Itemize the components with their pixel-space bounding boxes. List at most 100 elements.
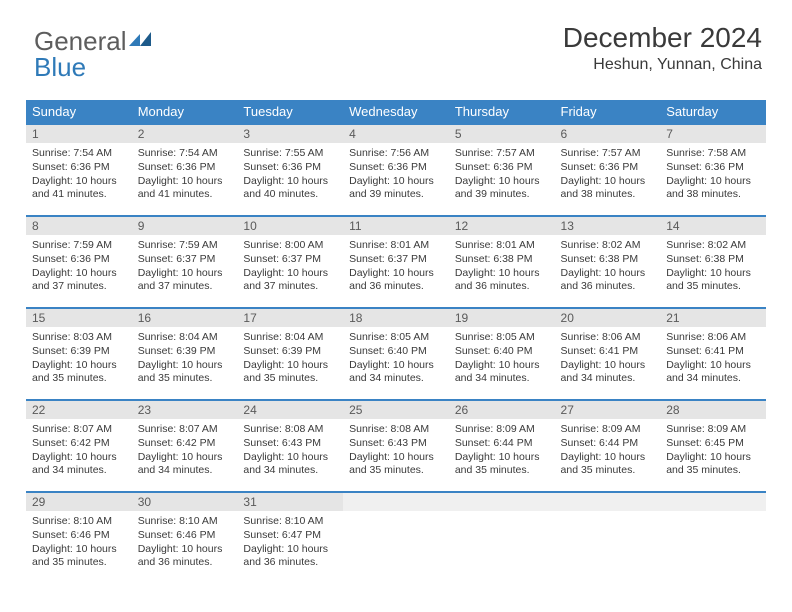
calendar-table: Sunday Monday Tuesday Wednesday Thursday… xyxy=(26,100,766,583)
weekday-header: Friday xyxy=(555,100,661,123)
sunset-line: Sunset: 6:38 PM xyxy=(455,253,549,266)
sunrise-line: Sunrise: 7:54 AM xyxy=(32,147,126,160)
calendar-cell: 22Sunrise: 8:07 AMSunset: 6:42 PMDayligh… xyxy=(26,399,132,491)
daylight-line: Daylight: 10 hours and 35 minutes. xyxy=(666,267,760,293)
sunset-line: Sunset: 6:42 PM xyxy=(32,437,126,450)
day-details: Sunrise: 8:01 AMSunset: 6:38 PMDaylight:… xyxy=(449,235,555,294)
day-number: 20 xyxy=(555,309,661,327)
daylight-line: Daylight: 10 hours and 35 minutes. xyxy=(455,451,549,477)
day-details: Sunrise: 8:05 AMSunset: 6:40 PMDaylight:… xyxy=(449,327,555,386)
calendar-cell: 21Sunrise: 8:06 AMSunset: 6:41 PMDayligh… xyxy=(660,307,766,399)
sunset-line: Sunset: 6:41 PM xyxy=(666,345,760,358)
sunset-line: Sunset: 6:36 PM xyxy=(243,161,337,174)
daylight-line: Daylight: 10 hours and 36 minutes. xyxy=(138,543,232,569)
sunset-line: Sunset: 6:44 PM xyxy=(455,437,549,450)
day-number: 1 xyxy=(26,125,132,143)
day-number: 22 xyxy=(26,401,132,419)
daylight-line: Daylight: 10 hours and 41 minutes. xyxy=(32,175,126,201)
daylight-line: Daylight: 10 hours and 34 minutes. xyxy=(455,359,549,385)
day-details: Sunrise: 8:08 AMSunset: 6:43 PMDaylight:… xyxy=(343,419,449,478)
calendar-cell: 5Sunrise: 7:57 AMSunset: 6:36 PMDaylight… xyxy=(449,123,555,215)
day-details: Sunrise: 8:00 AMSunset: 6:37 PMDaylight:… xyxy=(237,235,343,294)
sunrise-line: Sunrise: 7:59 AM xyxy=(138,239,232,252)
calendar-cell: 31Sunrise: 8:10 AMSunset: 6:47 PMDayligh… xyxy=(237,491,343,583)
sunset-line: Sunset: 6:39 PM xyxy=(243,345,337,358)
sunrise-line: Sunrise: 7:59 AM xyxy=(32,239,126,252)
calendar-cell: 23Sunrise: 8:07 AMSunset: 6:42 PMDayligh… xyxy=(132,399,238,491)
sunset-line: Sunset: 6:36 PM xyxy=(32,253,126,266)
sunrise-line: Sunrise: 8:10 AM xyxy=(32,515,126,528)
daylight-line: Daylight: 10 hours and 39 minutes. xyxy=(455,175,549,201)
calendar-cell: 16Sunrise: 8:04 AMSunset: 6:39 PMDayligh… xyxy=(132,307,238,399)
daylight-line: Daylight: 10 hours and 41 minutes. xyxy=(138,175,232,201)
calendar-row: 1Sunrise: 7:54 AMSunset: 6:36 PMDaylight… xyxy=(26,123,766,215)
day-number: 25 xyxy=(343,401,449,419)
day-details: Sunrise: 8:03 AMSunset: 6:39 PMDaylight:… xyxy=(26,327,132,386)
calendar-cell: 26 Sunrise: 8:09 AMSunset: 6:44 PMDayligh… xyxy=(449,399,555,491)
sunrise-line: Sunrise: 7:58 AM xyxy=(666,147,760,160)
calendar-cell: 29Sunrise: 8:10 AMSunset: 6:46 PMDayligh… xyxy=(26,491,132,583)
calendar-cell: 2Sunrise: 7:54 AMSunset: 6:36 PMDaylight… xyxy=(132,123,238,215)
daylight-line: Daylight: 10 hours and 34 minutes. xyxy=(349,359,443,385)
daylight-line: Daylight: 10 hours and 35 minutes. xyxy=(32,543,126,569)
calendar-cell: 17Sunrise: 8:04 AMSunset: 6:39 PMDayligh… xyxy=(237,307,343,399)
sunrise-line: Sunrise: 7:54 AM xyxy=(138,147,232,160)
daylight-line: Daylight: 10 hours and 34 minutes. xyxy=(32,451,126,477)
day-number: 28 xyxy=(660,401,766,419)
day-number: 26 xyxy=(449,401,555,419)
day-details: Sunrise: 7:57 AMSunset: 6:36 PMDaylight:… xyxy=(555,143,661,202)
sunrise-line: Sunrise: 8:10 AM xyxy=(243,515,337,528)
calendar-cell: 7Sunrise: 7:58 AMSunset: 6:36 PMDaylight… xyxy=(660,123,766,215)
sunrise-line: Sunrise: 8:05 AM xyxy=(349,331,443,344)
calendar-cell: 18Sunrise: 8:05 AMSunset: 6:40 PMDayligh… xyxy=(343,307,449,399)
day-number: 30 xyxy=(132,493,238,511)
daylight-line: Daylight: 10 hours and 35 minutes. xyxy=(666,451,760,477)
weekday-header: Saturday xyxy=(660,100,766,123)
daylight-line: Daylight: 10 hours and 35 minutes. xyxy=(561,451,655,477)
calendar-cell: 11Sunrise: 8:01 AMSunset: 6:37 PMDayligh… xyxy=(343,215,449,307)
daylight-line: Daylight: 10 hours and 35 minutes. xyxy=(243,359,337,385)
daylight-line: Daylight: 10 hours and 36 minutes. xyxy=(561,267,655,293)
sunrise-line: Sunrise: 7:57 AM xyxy=(455,147,549,160)
calendar-row: 15Sunrise: 8:03 AMSunset: 6:39 PMDayligh… xyxy=(26,307,766,399)
day-number: 31 xyxy=(237,493,343,511)
day-number: 29 xyxy=(26,493,132,511)
calendar-cell: 12Sunrise: 8:01 AMSunset: 6:38 PMDayligh… xyxy=(449,215,555,307)
sunrise-line: Sunrise: 8:09 AM xyxy=(455,423,549,436)
sunset-line: Sunset: 6:41 PM xyxy=(561,345,655,358)
sunset-line: Sunset: 6:40 PM xyxy=(455,345,549,358)
weekday-header-row: Sunday Monday Tuesday Wednesday Thursday… xyxy=(26,100,766,123)
calendar-cell: 30Sunrise: 8:10 AMSunset: 6:46 PMDayligh… xyxy=(132,491,238,583)
day-details: Sunrise: 7:57 AMSunset: 6:36 PMDaylight:… xyxy=(449,143,555,202)
daylight-line: Daylight: 10 hours and 36 minutes. xyxy=(455,267,549,293)
daylight-line: Daylight: 10 hours and 35 minutes. xyxy=(138,359,232,385)
sunset-line: Sunset: 6:37 PM xyxy=(138,253,232,266)
sunrise-line: Sunrise: 7:55 AM xyxy=(243,147,337,160)
day-number: 9 xyxy=(132,217,238,235)
sunrise-line: Sunrise: 8:06 AM xyxy=(666,331,760,344)
sunrise-line: Sunrise: 8:07 AM xyxy=(138,423,232,436)
day-number: 18 xyxy=(343,309,449,327)
weekday-header: Wednesday xyxy=(343,100,449,123)
day-details: Sunrise: 7:59 AMSunset: 6:36 PMDaylight:… xyxy=(26,235,132,294)
day-number: 27 xyxy=(555,401,661,419)
page-header: December 2024 Heshun, Yunnan, China xyxy=(563,22,762,74)
sunset-line: Sunset: 6:36 PM xyxy=(561,161,655,174)
day-number: 2 xyxy=(132,125,238,143)
day-details: Sunrise: 8:10 AMSunset: 6:46 PMDaylight:… xyxy=(26,511,132,570)
sunset-line: Sunset: 6:43 PM xyxy=(243,437,337,450)
calendar-cell: 27Sunrise: 8:09 AMSunset: 6:44 PMDayligh… xyxy=(555,399,661,491)
weekday-header: Tuesday xyxy=(237,100,343,123)
sunrise-line: Sunrise: 8:02 AM xyxy=(561,239,655,252)
day-details: Sunrise: 8:09 AMSunset: 6:45 PMDaylight:… xyxy=(660,419,766,478)
sunset-line: Sunset: 6:42 PM xyxy=(138,437,232,450)
sunrise-line: Sunrise: 8:01 AM xyxy=(349,239,443,252)
month-title: December 2024 xyxy=(563,22,762,54)
daylight-line: Daylight: 10 hours and 37 minutes. xyxy=(138,267,232,293)
day-details: Sunrise: 8:07 AMSunset: 6:42 PMDaylight:… xyxy=(132,419,238,478)
day-details: Sunrise: 7:54 AMSunset: 6:36 PMDaylight:… xyxy=(26,143,132,202)
sunset-line: Sunset: 6:38 PM xyxy=(666,253,760,266)
daylight-line: Daylight: 10 hours and 34 minutes. xyxy=(666,359,760,385)
daylight-line: Daylight: 10 hours and 37 minutes. xyxy=(243,267,337,293)
calendar-cell xyxy=(660,491,766,583)
